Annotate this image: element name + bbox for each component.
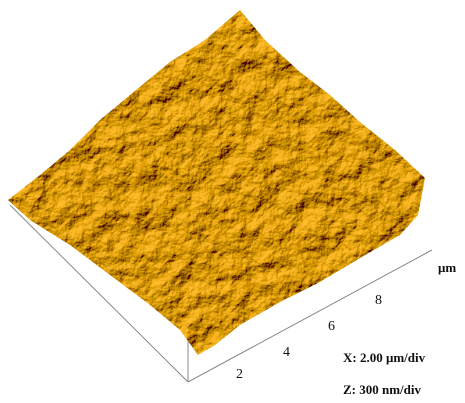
x-scale: X: 2.00 μm/div	[343, 350, 426, 365]
tick-labels: 2 4 6 8 μm	[236, 260, 456, 382]
tick-label: 4	[283, 345, 290, 360]
tick-label: 2	[236, 367, 243, 382]
tick-label: 6	[328, 319, 335, 334]
surface	[8, 10, 425, 355]
z-scale: Z: 300 nm/div	[343, 382, 422, 397]
unit-label: μm	[438, 260, 456, 275]
tick-label: 8	[375, 293, 382, 308]
